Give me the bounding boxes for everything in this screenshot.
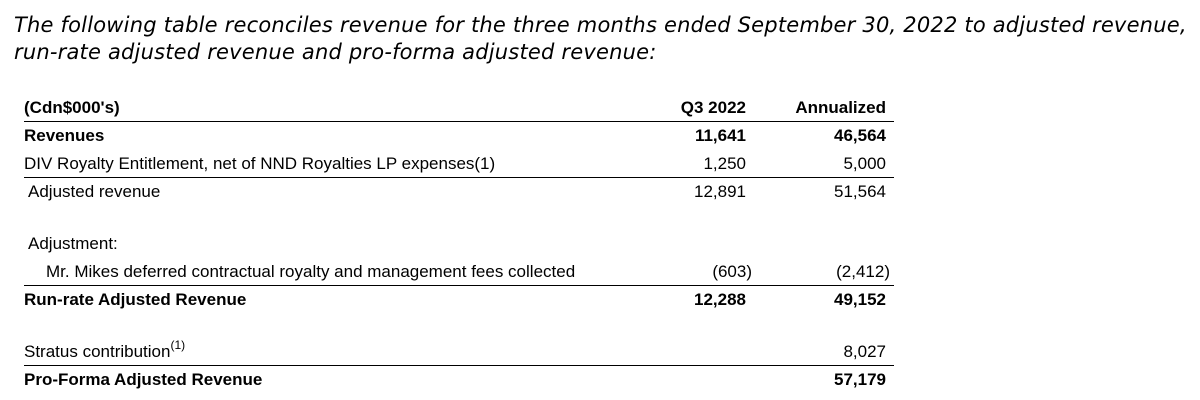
table-row-div-royalty: DIV Royalty Entitlement, net of NND Roya…	[14, 150, 894, 178]
table-row-adjustment-label: Adjustment:	[14, 230, 894, 258]
annualized-value: 46,564	[834, 126, 886, 145]
row-label: Run-rate Adjusted Revenue	[24, 290, 247, 309]
row-label: Mr. Mikes deferred contractual royalty a…	[46, 262, 576, 281]
table-row-pro-forma: Pro-Forma Adjusted Revenue 57,179	[14, 366, 894, 394]
spacer-row	[14, 314, 894, 338]
row-label: Adjusted revenue	[28, 182, 161, 201]
q3-2022-header: Q3 2022	[680, 98, 746, 117]
table-row-revenues: Revenues 11,641 46,564	[14, 122, 894, 150]
table-row-mr-mikes: Mr. Mikes deferred contractual royalty a…	[14, 258, 894, 286]
row-label: Revenues	[24, 126, 105, 145]
annualized-header: Annualized	[795, 98, 886, 117]
annualized-value: 49,152	[834, 290, 886, 309]
stratus-label-text: Stratus contribution	[24, 342, 171, 361]
section-label: Adjustment:	[28, 234, 118, 253]
table-row-adjusted-revenue: Adjusted revenue 12,891 51,564	[14, 178, 894, 206]
q3-value: 12,288	[694, 290, 746, 309]
annualized-value: 5,000	[843, 154, 886, 173]
intro-paragraph: The following table reconciles revenue f…	[14, 13, 1187, 64]
subtotal-divider	[24, 365, 894, 366]
table-header-row: (Cdn$000's) Q3 2022 Annualized	[14, 94, 894, 122]
table-row-stratus: Stratus contribution(1) 8,027	[14, 338, 894, 366]
annualized-value: (2,412)	[836, 262, 890, 281]
footnote-marker: (1)	[170, 338, 186, 352]
table-row-run-rate: Run-rate Adjusted Revenue 12,288 49,152	[14, 286, 894, 314]
row-label: DIV Royalty Entitlement, net of NND Roya…	[24, 154, 496, 173]
row-label: Stratus contribution(1)	[24, 338, 185, 362]
q3-value: 1,250	[703, 154, 746, 173]
header-divider	[24, 121, 894, 122]
currency-unit-header: (Cdn$000's)	[24, 98, 120, 117]
annualized-value: 51,564	[834, 182, 886, 201]
row-label: Pro-Forma Adjusted Revenue	[24, 370, 263, 389]
q3-value: 12,891	[694, 182, 746, 201]
reconciliation-table: (Cdn$000's) Q3 2022 Annualized Revenues …	[14, 94, 894, 394]
spacer-row	[14, 206, 894, 230]
annualized-value: 57,179	[834, 370, 886, 389]
subtotal-divider	[24, 285, 894, 286]
annualized-value: 8,027	[843, 342, 886, 361]
q3-value: 11,641	[694, 126, 746, 145]
subtotal-divider	[24, 177, 894, 178]
q3-value: (603)	[712, 262, 752, 281]
